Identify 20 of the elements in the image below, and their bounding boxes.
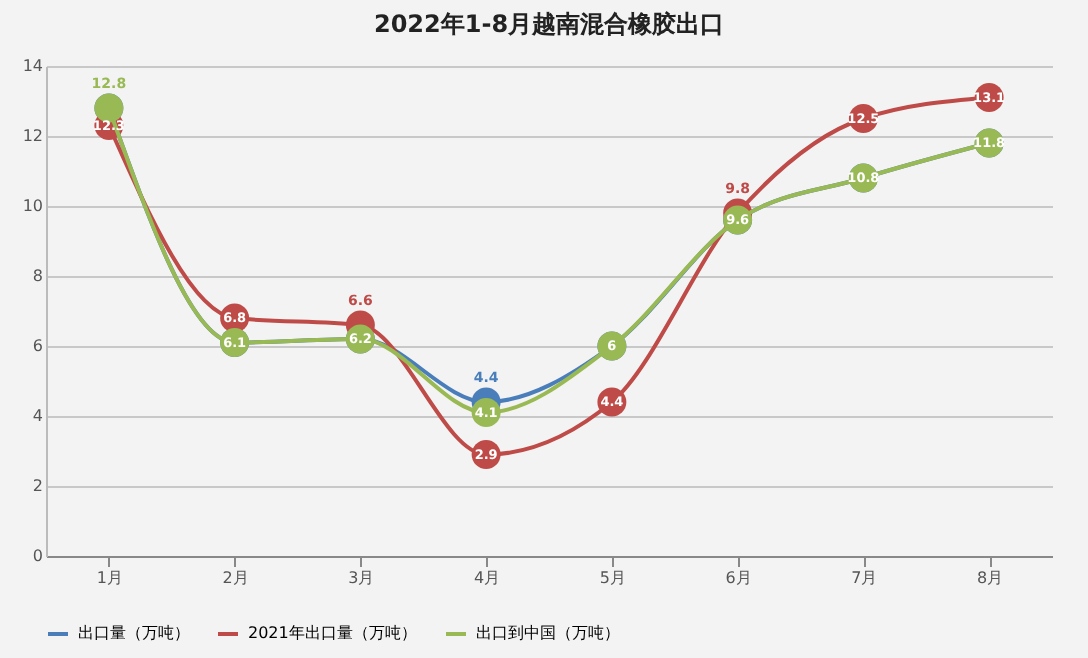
y-tick-label: 10: [22, 197, 43, 215]
y-tick-label: 8: [32, 267, 43, 285]
y-tick-label: 12: [22, 127, 43, 145]
x-tick-label: 5月: [599, 569, 626, 587]
legend-label: 2021年出口量（万吨）: [248, 624, 417, 642]
y-tick-label: 2: [32, 477, 43, 495]
x-tick-label: 3月: [348, 569, 375, 587]
x-tick-label: 4月: [474, 569, 501, 587]
chart-title: 2022年1-8月越南混合橡胶出口: [373, 10, 725, 38]
x-tick-label: 2月: [222, 569, 249, 587]
x-tick-label: 6月: [725, 569, 752, 587]
x-tick-label: 7月: [851, 569, 878, 587]
x-tick-label: 1月: [96, 569, 123, 587]
legend-label: 出口量（万吨）: [78, 624, 190, 642]
x-tick-label: 8月: [977, 569, 1004, 587]
y-tick-label: 6: [32, 337, 43, 355]
y-tick-label: 0: [32, 547, 43, 565]
y-tick-label: 14: [22, 57, 43, 75]
legend-label: 出口到中国（万吨）: [476, 624, 620, 642]
y-tick-label: 4: [32, 407, 43, 425]
